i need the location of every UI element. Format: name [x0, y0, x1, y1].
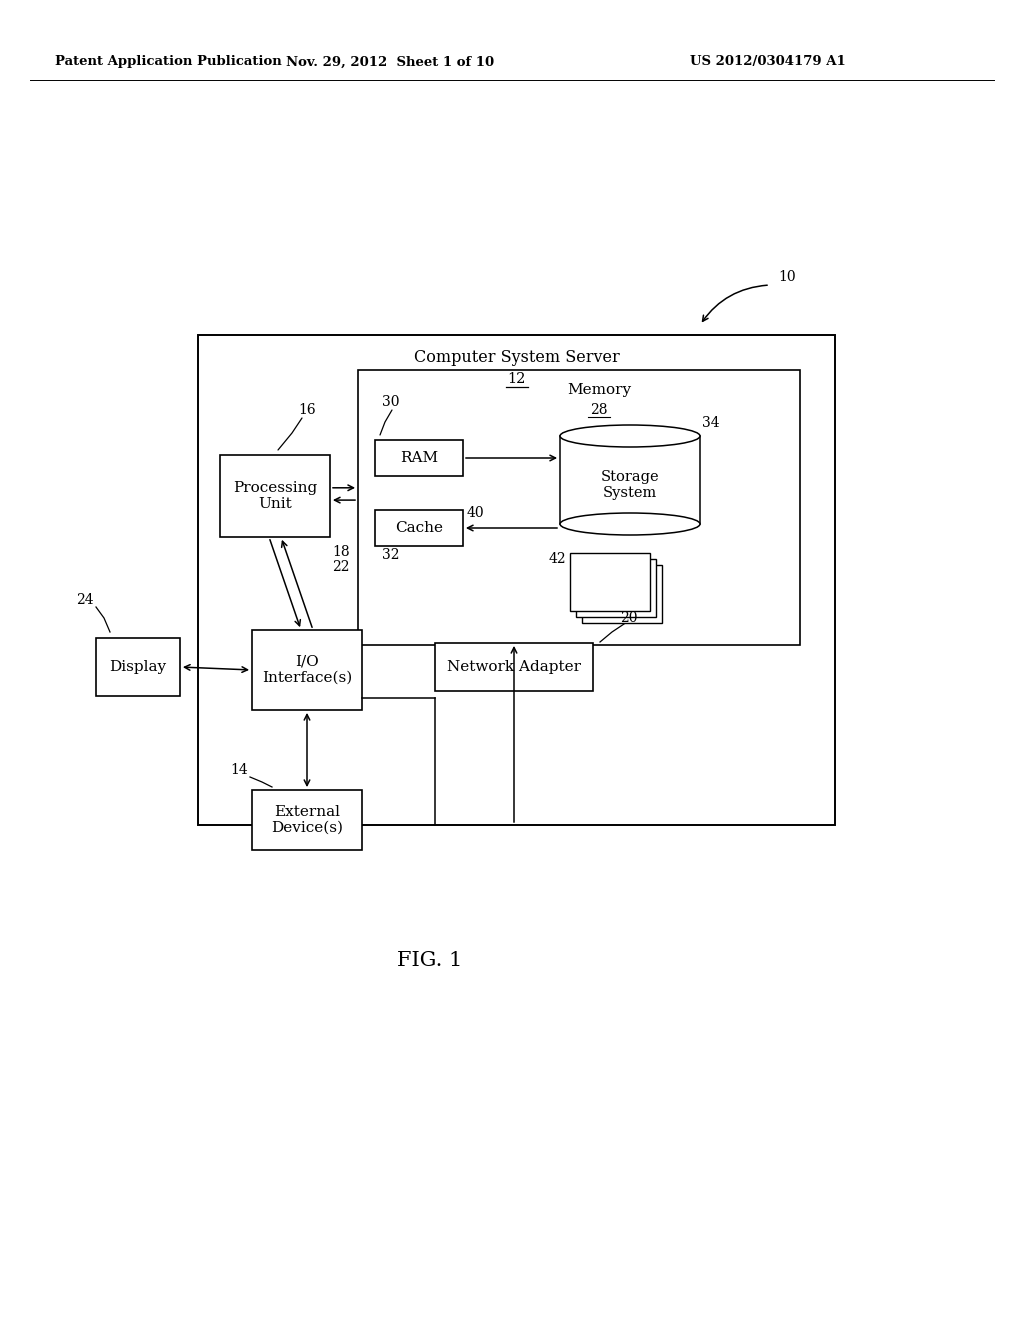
Text: 10: 10: [778, 271, 796, 284]
Text: Computer System Server: Computer System Server: [414, 348, 620, 366]
Text: 12: 12: [507, 372, 525, 385]
Text: 20: 20: [620, 611, 638, 624]
Text: 34: 34: [702, 416, 720, 430]
Ellipse shape: [560, 513, 700, 535]
Text: 28: 28: [590, 403, 608, 417]
Bar: [435, 643, 593, 690]
Bar: [570, 553, 650, 611]
Bar: [252, 789, 362, 850]
Bar: [198, 335, 835, 825]
Text: Patent Application Publication: Patent Application Publication: [55, 55, 282, 69]
Bar: [575, 558, 656, 616]
Text: I/O
Interface(s): I/O Interface(s): [262, 655, 352, 685]
Text: External
Device(s): External Device(s): [271, 805, 343, 836]
Bar: [358, 370, 800, 645]
Text: FIG. 1: FIG. 1: [397, 950, 463, 969]
Text: Cache: Cache: [395, 521, 443, 535]
Bar: [220, 455, 330, 537]
Bar: [582, 565, 662, 623]
Text: US 2012/0304179 A1: US 2012/0304179 A1: [690, 55, 846, 69]
Bar: [96, 638, 180, 696]
Text: 18: 18: [332, 545, 349, 558]
Text: Processing
Unit: Processing Unit: [232, 480, 317, 511]
Text: RAM: RAM: [400, 451, 438, 465]
Text: 32: 32: [382, 548, 399, 562]
Bar: [252, 630, 362, 710]
Bar: [375, 440, 463, 477]
Bar: [560, 436, 700, 524]
Text: Network Adapter: Network Adapter: [447, 660, 581, 675]
Text: 42: 42: [549, 552, 566, 566]
Bar: [375, 510, 463, 546]
Text: Nov. 29, 2012  Sheet 1 of 10: Nov. 29, 2012 Sheet 1 of 10: [286, 55, 494, 69]
Text: Storage
System: Storage System: [601, 470, 659, 500]
Text: 24: 24: [77, 593, 94, 607]
Text: 22: 22: [332, 560, 349, 574]
Text: Display: Display: [110, 660, 167, 675]
Text: 14: 14: [230, 763, 248, 777]
Text: 40: 40: [467, 506, 484, 520]
Text: 16: 16: [298, 403, 315, 417]
Ellipse shape: [560, 425, 700, 447]
Text: Memory: Memory: [567, 383, 631, 397]
Text: 30: 30: [382, 395, 399, 409]
